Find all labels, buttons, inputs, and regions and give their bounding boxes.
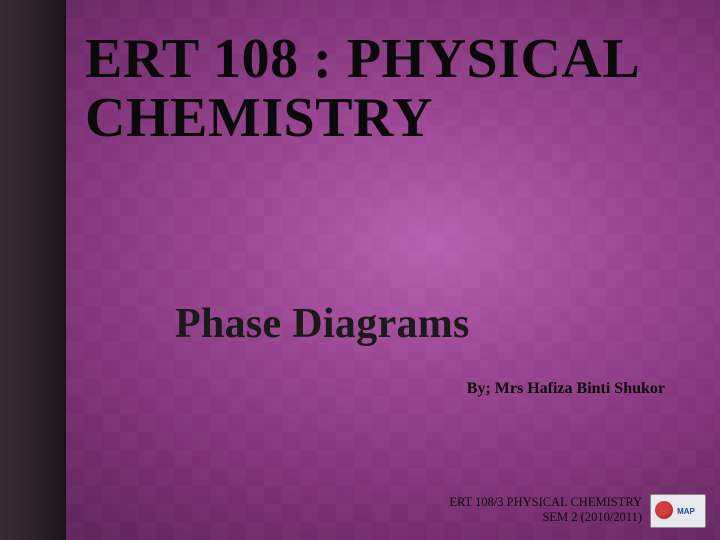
left-accent-band — [0, 0, 66, 540]
slide-title: ERT 108 : PHYSICAL CHEMISTRY — [85, 30, 645, 148]
logo-text: MAP — [677, 507, 695, 516]
slide: ERT 108 : PHYSICAL CHEMISTRY Phase Diagr… — [0, 0, 720, 540]
institution-logo: MAP — [650, 494, 706, 528]
footer-line-1: ERT 108/3 PHYSICAL CHEMISTRY — [449, 495, 642, 511]
slide-byline: By; Mrs Hafiza Binti Shukor — [305, 380, 665, 398]
slide-footer: ERT 108/3 PHYSICAL CHEMISTRY SEM 2 (2010… — [449, 495, 642, 526]
slide-subtitle: Phase Diagrams — [175, 300, 655, 348]
footer-line-2: SEM 2 (2010/2011) — [449, 510, 642, 526]
